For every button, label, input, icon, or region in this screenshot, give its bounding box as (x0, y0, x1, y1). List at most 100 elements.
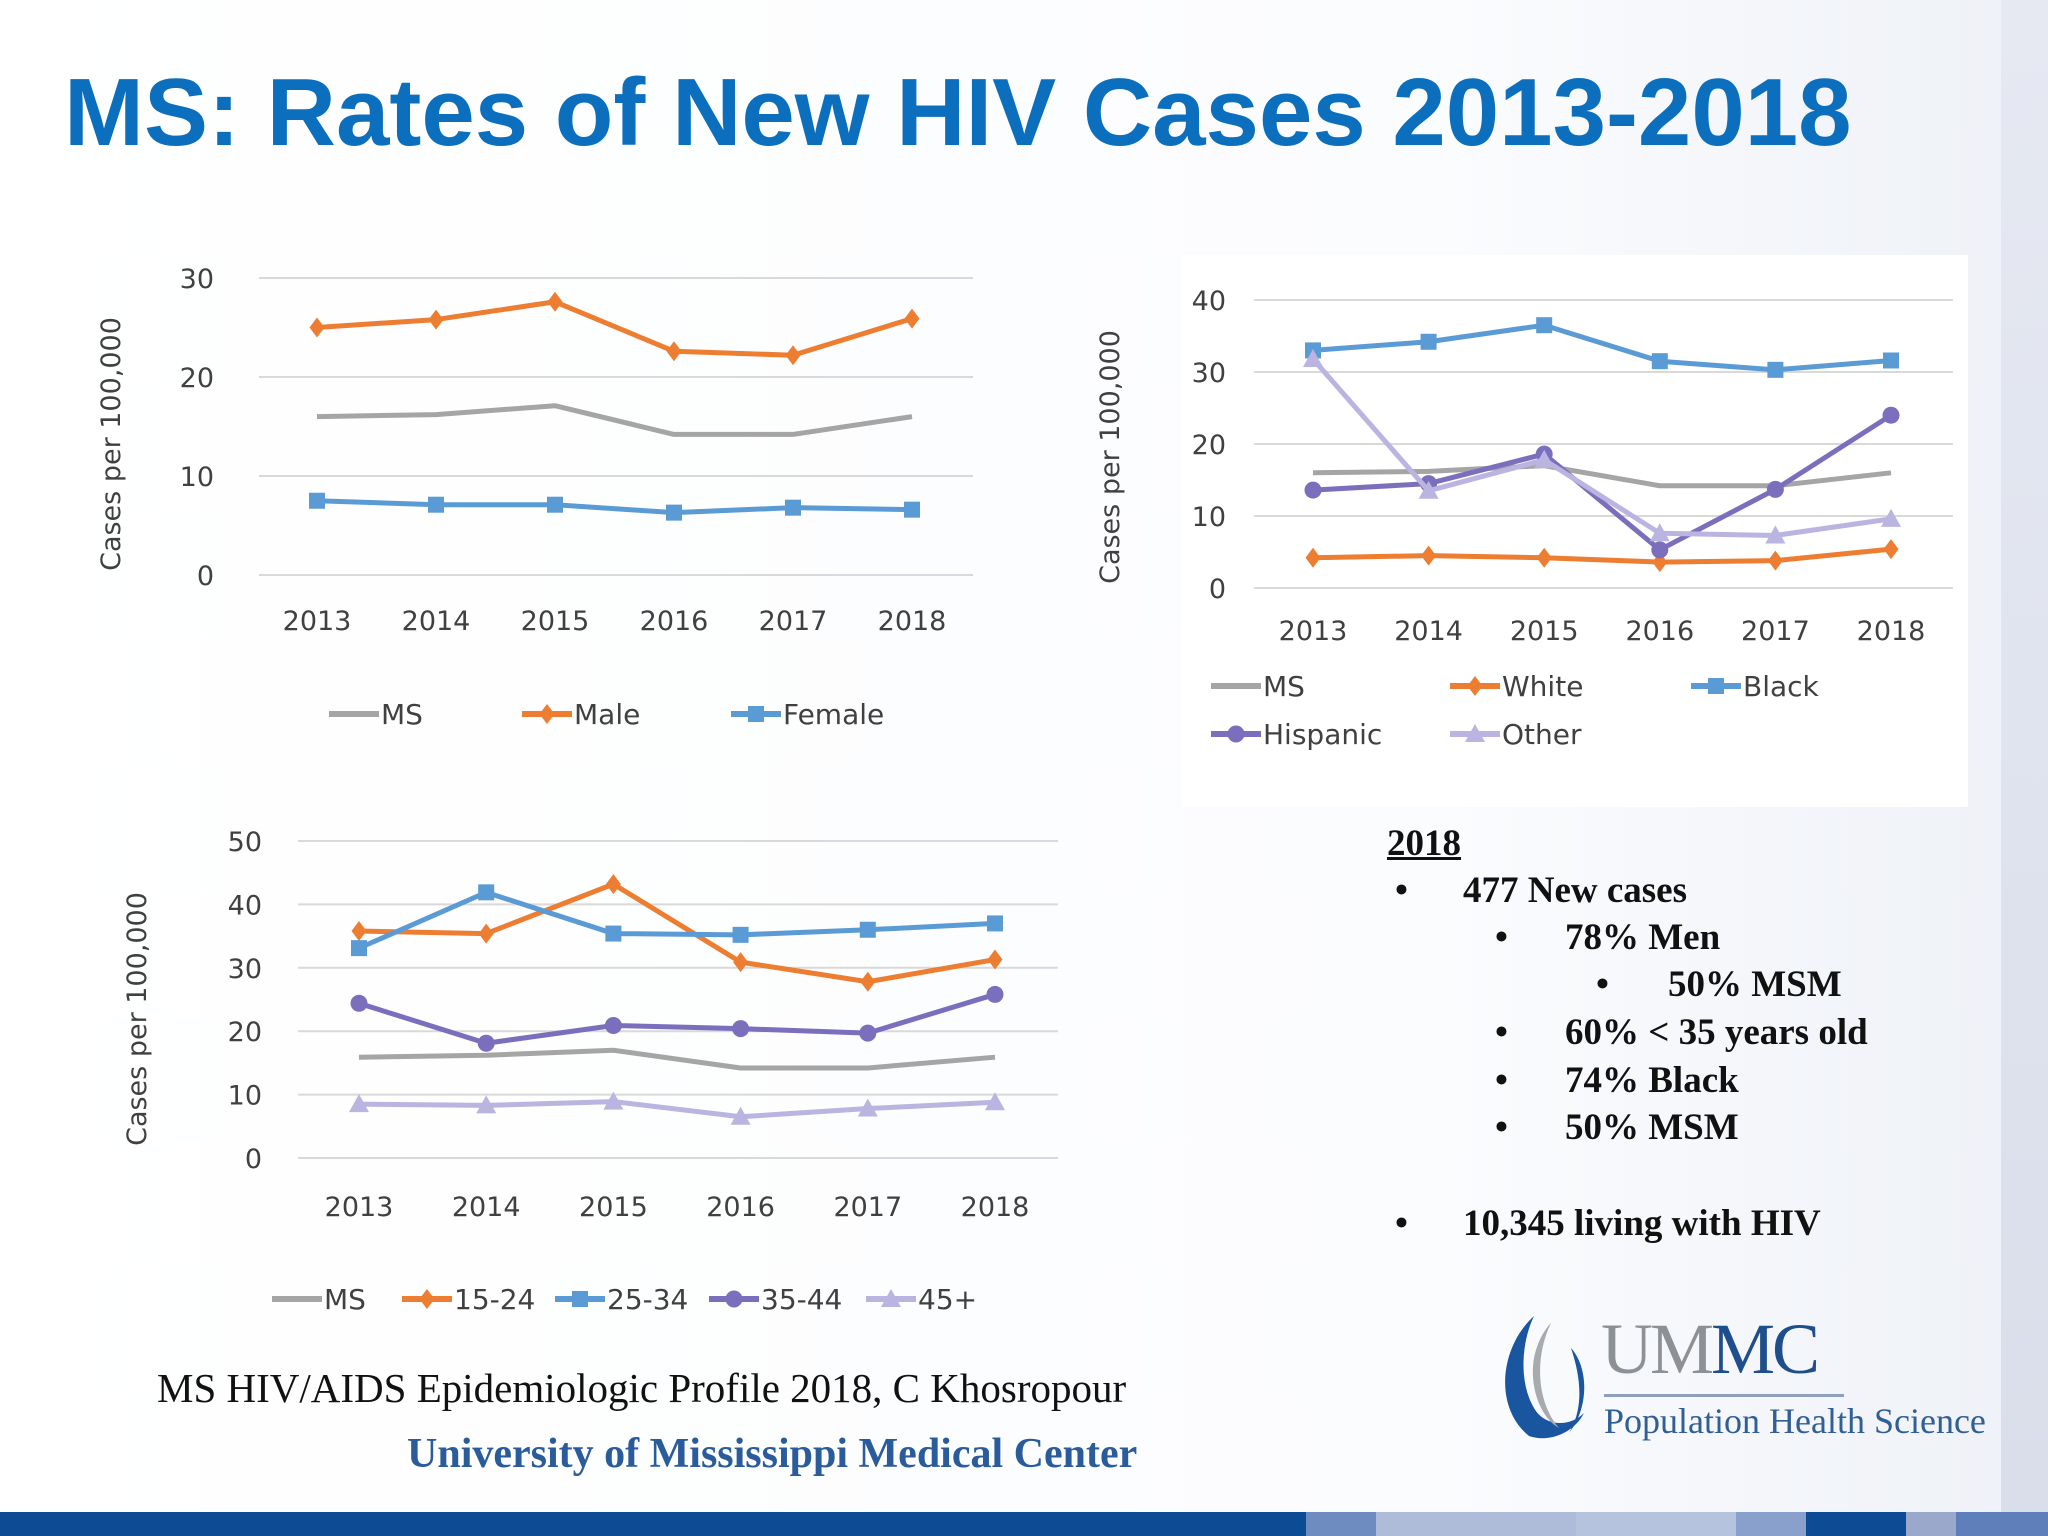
square-marker (987, 915, 1003, 932)
square-marker (351, 940, 367, 957)
logo-swoosh-icon (1505, 1316, 1585, 1439)
legend-label: Female (783, 698, 884, 731)
legend-label: MS (1263, 670, 1305, 703)
y-tick-label: 20 (228, 1017, 262, 1048)
series-line (357, 889, 996, 951)
diamond-marker (1883, 539, 1899, 560)
x-tick-label: 2018 (878, 606, 947, 637)
square-marker (1420, 333, 1437, 350)
diamond-marker (419, 1289, 435, 1309)
x-tick-label: 2013 (1279, 616, 1348, 647)
series-line (1312, 413, 1893, 553)
y-axis-title: Cases per 100,000 (96, 317, 127, 571)
chart-2: 0 10 20 30 40 2013 2014 2015 2016 2017 2018 Cases p… (1095, 286, 1953, 751)
diamond-marker (478, 923, 494, 944)
legend-label: Hispanic (1263, 718, 1382, 751)
x-tick-label: 2017 (1741, 616, 1810, 647)
y-tick-label: 10 (1192, 502, 1226, 533)
diamond-marker (860, 971, 876, 992)
triangle-marker (730, 1106, 751, 1125)
y-tick-label: 10 (180, 462, 214, 493)
circle-marker (1651, 541, 1669, 559)
stat-line: 477 New cases (1463, 870, 1688, 911)
circle-marker (1766, 480, 1784, 498)
diamond-marker (666, 341, 682, 362)
stat-line: 74% Black (1565, 1060, 1739, 1101)
circle-marker (859, 1024, 877, 1042)
y-tick-label: 20 (1192, 430, 1226, 461)
series-line (358, 1047, 996, 1071)
stat-line: 50% MSM (1565, 1107, 1739, 1148)
y-tick-label: 30 (228, 954, 262, 985)
y-tick-label: 30 (180, 264, 214, 295)
x-tick-label: 2017 (833, 1192, 902, 1223)
y-axis-title: Cases per 100,000 (1095, 330, 1126, 584)
square-marker (1536, 317, 1553, 334)
x-tick-label: 2017 (759, 606, 828, 637)
circle-marker (604, 1016, 622, 1034)
diamond-marker (428, 309, 444, 330)
square-marker (666, 504, 682, 521)
square-marker (1883, 352, 1899, 369)
series-line (358, 992, 996, 1046)
chart-1: 0 10 20 30 2013 2014 2015 2016 2017 2018 Cases per… (96, 264, 973, 731)
square-marker (748, 706, 764, 722)
square-marker (309, 492, 325, 509)
bullet-icon: • (1596, 964, 1609, 1005)
y-tick-label: 40 (228, 890, 262, 921)
series-35-44: 35-44 (350, 985, 1004, 1316)
diamond-marker (785, 345, 801, 366)
series-line (1312, 322, 1892, 373)
triangle-marker (1649, 523, 1670, 542)
bottom-bar (0, 1512, 2048, 1536)
y-tick-label: 0 (1209, 574, 1226, 605)
circle-marker (350, 994, 368, 1012)
y-axis-title: Cases per 100,000 (122, 892, 153, 1146)
diamond-marker (987, 949, 1003, 970)
bullet-icon: • (1495, 917, 1508, 958)
square-marker (572, 1291, 588, 1307)
x-tick-label: 2014 (452, 1192, 521, 1223)
diamond-marker (351, 921, 367, 942)
triangle-marker (476, 1095, 497, 1114)
square-marker (785, 499, 801, 516)
triangle-marker (1765, 525, 1786, 544)
series-line (316, 498, 913, 516)
stat-line: 60% < 35 years old (1565, 1012, 1868, 1053)
diamond-marker (539, 704, 555, 724)
legend-label: Male (574, 698, 640, 731)
square-marker (732, 926, 749, 943)
stat-line: 10,345 living with HIV (1463, 1203, 1821, 1244)
triangle-marker (1881, 508, 1901, 527)
triangle-marker (881, 1289, 901, 1307)
circle-marker (1227, 725, 1245, 743)
triangle-marker (349, 1094, 369, 1113)
x-tick-label: 2016 (706, 1192, 775, 1223)
y-tick-label: 30 (1192, 358, 1226, 389)
diamond-marker (1467, 676, 1483, 696)
series-line (358, 1099, 996, 1120)
x-tick-label: 2015 (1510, 616, 1579, 647)
y-tick-label: 0 (245, 1144, 262, 1175)
triangle-marker (1465, 724, 1485, 742)
circle-marker (1882, 406, 1900, 424)
slide-title: MS: Rates of New HIV Cases 2013-2018 (64, 59, 1852, 166)
square-marker (605, 925, 622, 942)
legend-label: MS (381, 698, 423, 731)
circle-marker (986, 985, 1004, 1003)
square-marker (1651, 353, 1668, 370)
series-line (1312, 546, 1892, 565)
series-line (358, 881, 996, 985)
square-marker (547, 496, 563, 513)
stats-heading: 2018 (1387, 823, 1461, 864)
triangle-marker (857, 1098, 878, 1117)
x-tick-label: 2013 (325, 1192, 394, 1223)
series-line (1311, 357, 1892, 538)
legend-label: 25-34 (607, 1283, 688, 1316)
legend-label: 15-24 (454, 1283, 535, 1316)
series-45-: 45+ (349, 1091, 1005, 1316)
y-tick-label: 10 (228, 1081, 262, 1112)
diamond-marker (1536, 547, 1552, 568)
x-tick-label: 2014 (1394, 616, 1463, 647)
